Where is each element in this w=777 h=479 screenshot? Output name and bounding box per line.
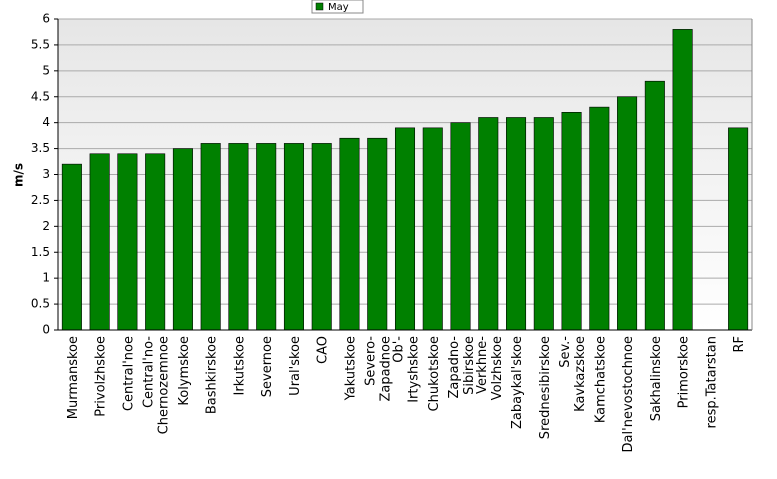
x-tick-label: Kamchatskoe <box>593 336 608 423</box>
x-tick-label: Sibirskoe <box>462 336 477 395</box>
x-tick-label: Sakhalinskoe <box>649 336 664 421</box>
x-tick-label: Central'no- <box>142 336 157 408</box>
bar <box>644 80 665 331</box>
y-tick-label: 5.5 <box>31 37 50 51</box>
bar <box>339 137 360 331</box>
bar <box>422 127 443 331</box>
x-tick-label: Srednesibirskoe <box>538 336 553 439</box>
x-tick-label: Verkhne- <box>475 336 490 394</box>
x-tick-label: Murmanskoe <box>66 336 81 419</box>
y-tick-label: 5 <box>42 63 50 77</box>
x-tick-label: Yakutskoe <box>343 336 358 401</box>
bar <box>367 137 388 331</box>
x-tick-label: Zapadnoe <box>379 336 394 402</box>
y-tick-label: 3 <box>42 167 50 181</box>
bar <box>228 143 249 331</box>
x-tick-label: Severnoe <box>260 336 275 397</box>
x-tick-label: Dal'nevostochnoe <box>621 336 636 452</box>
bar <box>533 117 554 331</box>
bar <box>145 153 166 331</box>
x-tick-label: Kolymskoe <box>177 336 192 406</box>
x-tick-label: Primorskoe <box>677 336 692 408</box>
y-tick-label: 2.5 <box>31 193 50 207</box>
x-tick-label: Kavkazskoe <box>573 336 588 412</box>
y-tick-label: 6 <box>42 12 50 26</box>
bar <box>89 153 110 331</box>
bar <box>283 143 304 331</box>
y-tick-label: 2 <box>42 219 50 233</box>
x-tick-label: Ob'- <box>392 336 407 363</box>
legend: May <box>311 0 364 14</box>
y-tick-label: 1 <box>42 271 50 285</box>
y-tick-label: 0 <box>42 323 50 337</box>
x-tick-label: Chukotskoe <box>427 336 442 411</box>
bar <box>117 153 138 331</box>
bar <box>506 117 527 331</box>
bar <box>256 143 277 331</box>
bar <box>311 143 332 331</box>
legend-swatch <box>315 2 324 11</box>
x-tick-label: Ural'skoe <box>288 336 303 396</box>
x-tick-label: Sev.- <box>558 336 573 368</box>
bar <box>61 163 82 331</box>
x-tick-label: resp.Tatarstan <box>704 336 719 428</box>
bar <box>478 117 499 331</box>
x-tick-label: Severo- <box>364 336 379 386</box>
y-tick-label: 1.5 <box>31 245 50 259</box>
bar <box>561 112 582 331</box>
bar <box>589 106 610 331</box>
y-tick-label: 3.5 <box>31 141 50 155</box>
y-tick-label: 4.5 <box>31 89 50 103</box>
bar <box>617 96 638 331</box>
bar <box>450 122 471 331</box>
x-tick-label: CAO <box>316 336 331 364</box>
y-tick-label: 0.5 <box>31 297 50 311</box>
legend-label: May <box>328 2 349 13</box>
x-tick-label: Central'noe <box>121 336 136 411</box>
bar <box>200 143 221 331</box>
bar <box>394 127 416 331</box>
x-tick-label: Zabaykal'skoe <box>510 336 525 429</box>
bar <box>172 148 193 331</box>
legend-box <box>311 0 364 14</box>
bar <box>728 127 749 331</box>
x-tick-label: Chernozemnoe <box>157 336 172 434</box>
y-axis-label: m/s <box>12 163 26 187</box>
x-tick-label: Irtyshskoe <box>407 336 422 403</box>
bar <box>672 29 693 331</box>
x-tick-label: Volzhskoe <box>490 336 505 400</box>
x-tick-label: Irkutskoe <box>232 336 247 395</box>
x-tick-label: Privolzhskoe <box>94 336 109 417</box>
y-tick-label: 4 <box>42 115 50 129</box>
x-tick-label: Bashkirskoe <box>205 336 220 414</box>
x-tick-label: Zapadno- <box>447 336 462 399</box>
x-tick-label: RF <box>732 336 747 353</box>
